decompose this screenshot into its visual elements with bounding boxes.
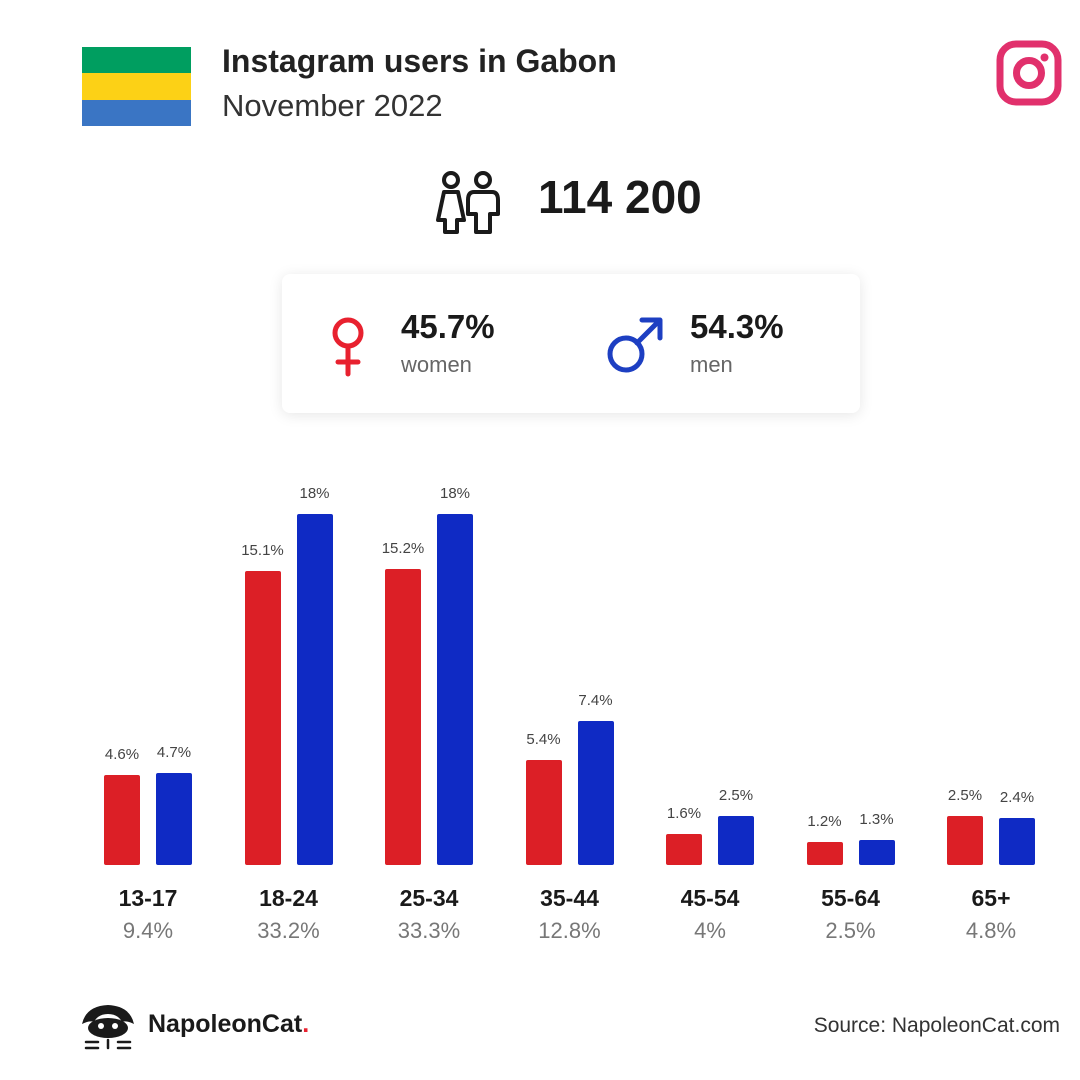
bar-men-65+ [999,818,1035,865]
category-label-55-64: 55-64 [821,885,880,911]
users-icon [436,171,500,234]
bar-men-25-34 [437,514,473,865]
value-label-men-13-17: 4.7% [156,744,192,762]
category-label-35-44: 35-44 [540,885,599,911]
bar-women-55-64 [806,841,843,865]
category-label-25-34: 25-34 [399,885,459,911]
category-total-35-44: 12.8% [538,918,601,943]
category-total-55-64: 2.5% [825,918,876,943]
value-label-women-35-44: 5.4% [526,730,561,748]
category-total-13-17: 9.4% [122,918,174,943]
category-total-25-34: 33.3% [397,918,461,943]
total-users-value: 114 200 [538,171,702,223]
bar-women-13-17 [104,775,140,865]
value-label-men-25-34: 18% [439,485,471,502]
bar-women-45-54 [666,833,702,865]
value-label-women-25-34: 15.2% [381,539,425,557]
age-gender-bar-chart: 4.6% 4.7% 13-17 9.4% 15.1% 18% 18-24 33.2% 15.2%… [0,460,1080,960]
value-label-women-45-54: 1.6% [666,804,702,822]
women-percentage: 45.7% [401,308,495,345]
source-credit: Source: NapoleonCat.com [813,1014,1060,1037]
male-icon [607,317,663,373]
flag-stripe-blue [82,99,191,126]
value-label-men-65+: 2.4% [999,789,1035,807]
value-label-women-55-64: 1.2% [807,812,842,830]
country-flag [82,47,191,126]
category-label-18-24: 18-24 [259,885,318,911]
men-percentage: 54.3% [690,308,784,345]
category-label-13-17: 13-17 [118,885,178,911]
value-label-women-13-17: 4.6% [104,746,140,764]
bar-women-18-24 [244,570,281,865]
page-subtitle: November 2022 [222,88,443,123]
value-label-men-55-64: 1.3% [859,810,894,828]
gender-card: 45.7% women 54.3% men [282,274,860,413]
flag-stripe-green [82,47,191,74]
value-label-men-35-44: 7.4% [578,691,613,709]
bar-women-65+ [947,816,983,865]
value-label-men-18-24: 18% [299,485,330,502]
instagram-icon [996,40,1062,106]
value-label-men-45-54: 2.5% [718,787,754,805]
women-label: women [401,352,472,377]
female-icon [332,317,364,377]
category-total-18-24: 33.2% [257,918,320,943]
category-total-45-54: 4% [694,918,726,943]
bar-men-45-54 [718,816,754,865]
value-label-women-18-24: 15.1% [241,541,284,559]
brand-text: NapoleonCat [148,1010,303,1038]
brand-name: NapoleonCat. [148,1010,309,1039]
value-label-women-65+: 2.5% [947,787,983,805]
category-label-65+: 65+ [971,885,1011,911]
flag-stripe-yellow [82,73,191,100]
men-label: men [690,352,733,377]
bar-women-25-34 [385,568,421,865]
bar-men-13-17 [156,773,192,865]
bar-men-35-44 [577,720,614,865]
bar-men-55-64 [858,839,895,865]
page-title: Instagram users in Gabon [222,43,617,79]
bar-men-18-24 [296,514,333,865]
bar-women-35-44 [525,759,562,865]
category-label-45-54: 45-54 [680,885,740,911]
napoleoncat-logo-icon [82,1005,134,1050]
category-total-65+: 4.8% [965,918,1017,943]
brand-dot: . [302,1010,310,1038]
